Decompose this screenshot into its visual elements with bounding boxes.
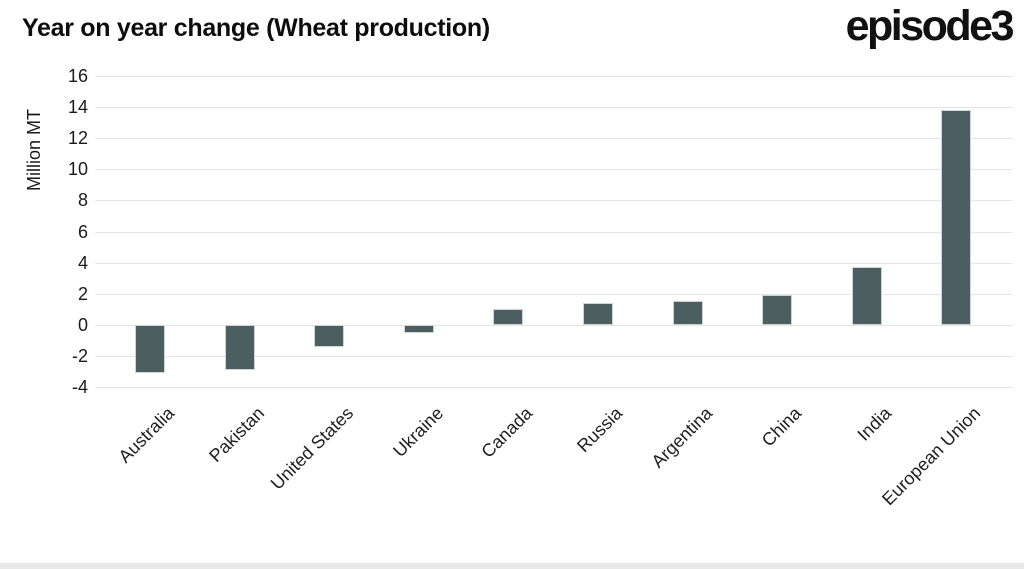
gridline xyxy=(95,324,1012,326)
bar-united-states xyxy=(314,324,345,347)
y-tick-label: -2 xyxy=(71,345,88,366)
y-tick-label: -4 xyxy=(71,377,88,397)
chart-title: Year on year change (Wheat production) xyxy=(22,14,490,42)
gridline xyxy=(95,169,1012,171)
y-tick-label: 10 xyxy=(67,159,88,180)
footer-strip xyxy=(0,563,1024,569)
x-tick-label: China xyxy=(757,403,806,451)
bar-ukraine xyxy=(403,324,434,333)
bar-russia xyxy=(583,303,613,325)
bar-australia xyxy=(135,324,165,373)
y-tick-label: 16 xyxy=(67,66,88,86)
x-tick-label: Australia xyxy=(114,403,179,467)
y-tick-label: 0 xyxy=(77,314,88,335)
bar-india xyxy=(851,267,882,325)
bar-canada xyxy=(493,309,524,325)
x-tick-label: Russia xyxy=(573,403,627,457)
y-tick-label: 12 xyxy=(67,128,88,149)
y-tick-label: 8 xyxy=(77,190,88,211)
x-tick-label: India xyxy=(853,403,895,445)
bar-pakistan xyxy=(224,324,255,370)
y-tick-label: 6 xyxy=(77,221,88,242)
episode3-logo: episode3 xyxy=(845,2,1015,50)
gridline xyxy=(95,231,1012,233)
x-tick-label: United States xyxy=(266,403,358,494)
gridline xyxy=(95,355,1012,357)
bar-argentina xyxy=(672,301,703,325)
x-tick-label: Ukraine xyxy=(388,403,447,462)
gridline xyxy=(95,293,1012,295)
x-tick-label: Argentina xyxy=(647,403,716,472)
y-tick-label: 14 xyxy=(67,97,88,118)
bar-china xyxy=(762,295,793,325)
gridline xyxy=(95,200,1012,202)
bar-european-union xyxy=(941,110,972,325)
gridline xyxy=(95,76,1012,77)
gridline xyxy=(95,138,1012,140)
y-tick-label: 2 xyxy=(77,283,88,304)
gridline xyxy=(95,107,1012,109)
gridline xyxy=(95,262,1012,264)
x-tick-label: Pakistan xyxy=(204,403,268,466)
x-tick-label: Canada xyxy=(477,403,537,462)
y-tick-label: 4 xyxy=(77,252,88,273)
gridline xyxy=(95,387,1012,388)
